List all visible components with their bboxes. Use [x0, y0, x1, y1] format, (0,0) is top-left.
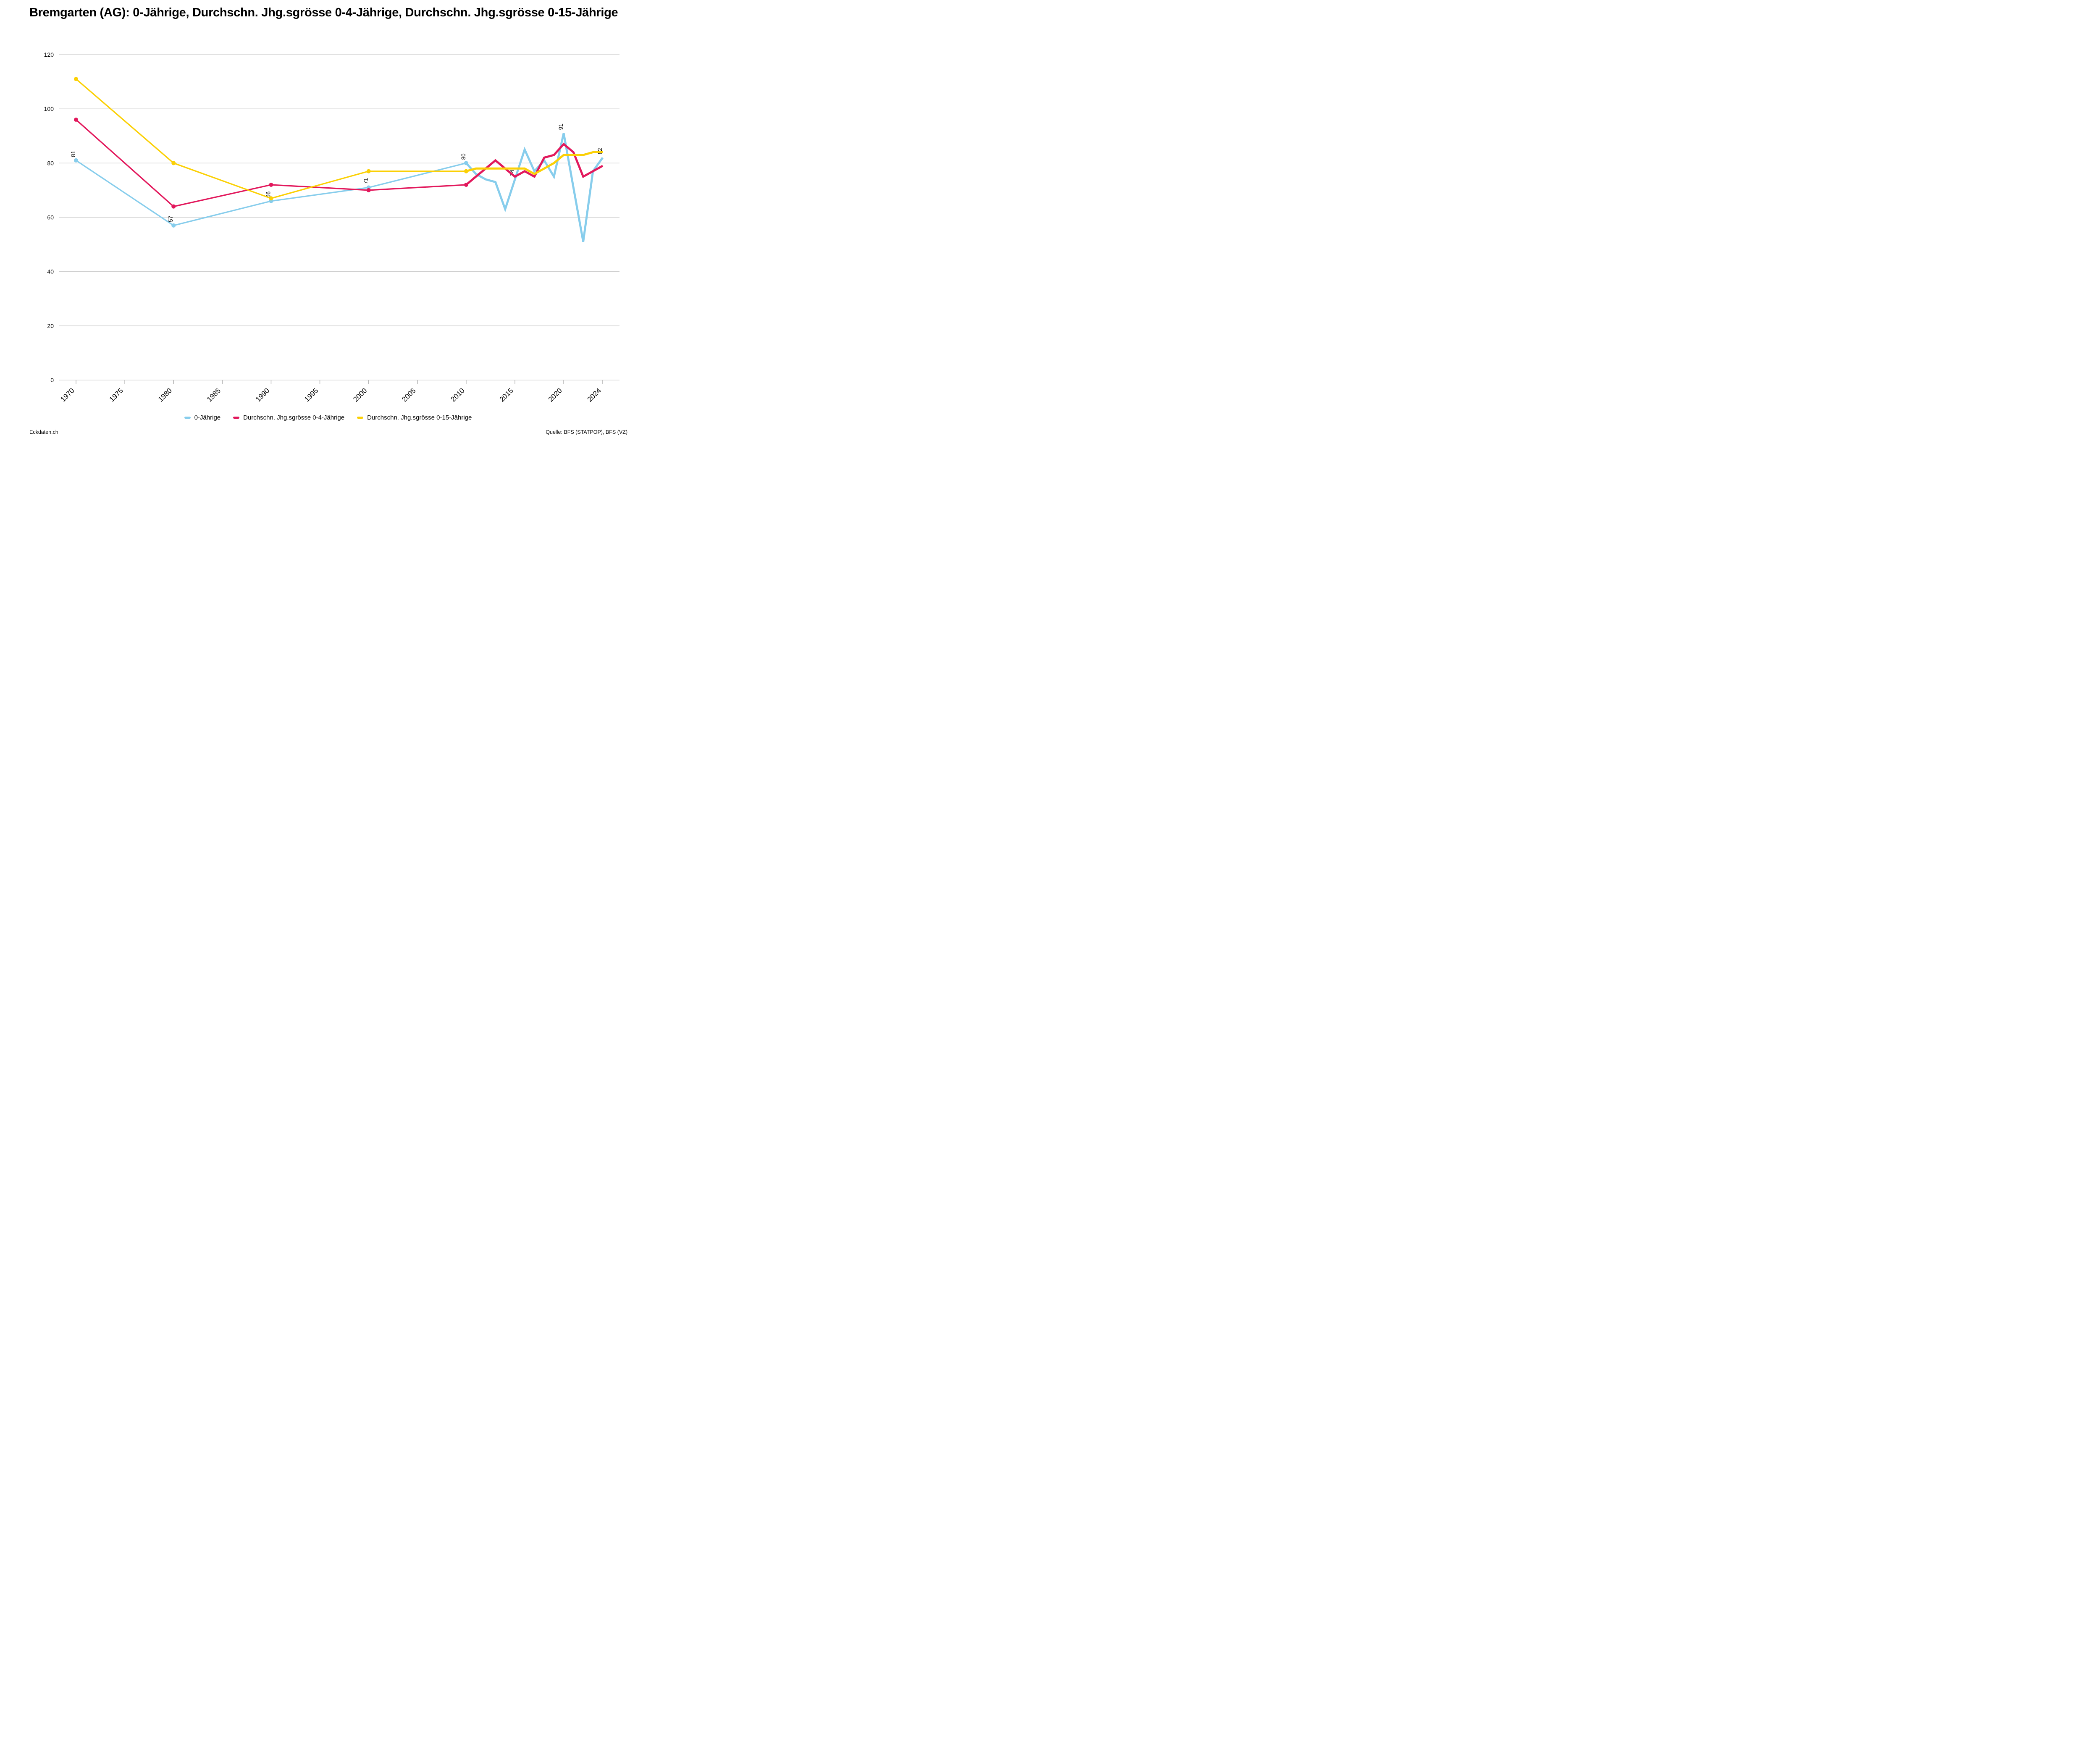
x-axis-label: 2010 — [449, 386, 466, 403]
x-axis-label: 2020 — [547, 386, 564, 403]
data-point-marker — [366, 188, 371, 192]
footer-brand: Eckdaten.ch — [29, 429, 58, 435]
x-axis-label: 2024 — [586, 386, 603, 403]
legend-label: 0-Jährige — [194, 414, 221, 421]
chart-canvas: 0 20 40 60 80 100 120 1970 1975 1980 1985 1990 1995 2… — [44, 51, 620, 404]
legend-swatch — [233, 417, 240, 419]
legend-swatch — [184, 417, 191, 419]
y-axis-label: 80 — [47, 160, 54, 166]
data-point-marker — [464, 183, 468, 187]
legend-label: Durchschn. Jhg.sgrösse 0-4-Jährige — [243, 414, 345, 421]
x-axis-label: 1990 — [254, 386, 271, 403]
chart-page: Bremgarten (AG): 0-Jährige, Durchschn. J… — [0, 0, 656, 438]
data-point-marker — [74, 158, 78, 163]
y-axis-label: 100 — [44, 105, 54, 112]
data-point-marker — [74, 77, 78, 81]
data-point-marker — [269, 183, 273, 187]
y-axis-label: 60 — [47, 214, 54, 221]
y-axis-label: 0 — [50, 377, 54, 383]
data-point-marker — [171, 204, 176, 209]
x-axis-label: 1985 — [205, 386, 222, 403]
x-axis-label: 1980 — [157, 386, 173, 403]
y-axis-label: 40 — [47, 268, 54, 275]
legend-label: Durchschn. Jhg.sgrösse 0-15-Jährige — [367, 414, 472, 421]
series-line-2 — [75, 78, 466, 199]
data-point-marker — [464, 161, 468, 165]
footer-source: Quelle: BFS (STATPOP), BFS (VZ) — [546, 429, 627, 435]
data-point-label: 80 — [460, 153, 467, 160]
x-axis-label: 1975 — [108, 386, 125, 403]
y-axis-label: 120 — [44, 51, 54, 58]
x-axis-label: 2015 — [498, 386, 515, 403]
series-line-1 — [465, 142, 604, 186]
x-axis-label: 1995 — [303, 386, 320, 403]
data-point-marker — [366, 169, 371, 173]
data-point-label: 57 — [168, 216, 174, 222]
data-point-label: 82 — [597, 148, 603, 154]
page-title: Bremgarten (AG): 0-Jährige, Durchschn. J… — [29, 6, 618, 19]
x-axis-label: 2005 — [400, 386, 417, 403]
series-line-0 — [465, 133, 604, 242]
legend-item-2[interactable]: Durchschn. Jhg.sgrösse 0-15-Jährige — [357, 414, 472, 421]
x-axis-label: 1970 — [59, 386, 76, 403]
series-line-2 — [466, 151, 603, 176]
data-point-label: 91 — [558, 123, 564, 130]
legend-item-1[interactable]: Durchschn. Jhg.sgrösse 0-4-Jährige — [233, 414, 344, 421]
data-point-marker — [171, 161, 176, 165]
legend-swatch — [357, 417, 364, 419]
data-point-label: 71 — [363, 178, 369, 184]
data-point-marker — [464, 169, 468, 173]
data-point-marker — [171, 223, 176, 228]
chart-legend: 0-Jährige Durchschn. Jhg.sgrösse 0-4-Jähr… — [0, 414, 656, 421]
legend-item-0[interactable]: 0-Jährige — [184, 414, 221, 421]
data-point-label: 81 — [70, 151, 76, 157]
y-axis-label: 20 — [47, 323, 54, 329]
data-point-marker — [74, 118, 78, 122]
x-axis-label: 2000 — [352, 386, 368, 403]
data-point-marker — [269, 196, 273, 201]
